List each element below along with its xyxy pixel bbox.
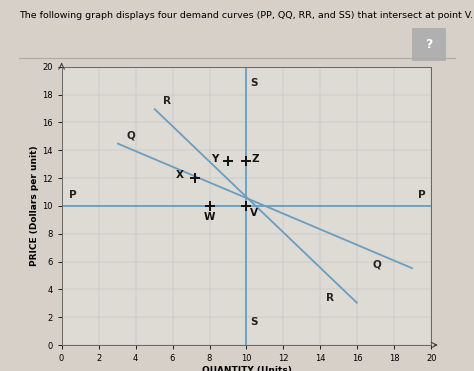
Text: ?: ? bbox=[425, 38, 433, 51]
Text: R: R bbox=[326, 293, 334, 303]
Text: The following graph displays four demand curves (PP, QQ, RR, and SS) that inters: The following graph displays four demand… bbox=[19, 11, 473, 20]
Text: Q: Q bbox=[372, 260, 381, 270]
Text: Z: Z bbox=[252, 154, 260, 164]
Text: S: S bbox=[250, 78, 258, 88]
Text: P: P bbox=[69, 190, 77, 200]
Y-axis label: PRICE (Dollars per unit): PRICE (Dollars per unit) bbox=[30, 145, 39, 266]
Text: X: X bbox=[176, 170, 184, 180]
X-axis label: QUANTITY (Units): QUANTITY (Units) bbox=[201, 366, 292, 371]
Text: P: P bbox=[419, 190, 426, 200]
Text: R: R bbox=[163, 96, 171, 106]
Text: Q: Q bbox=[126, 131, 135, 141]
Text: W: W bbox=[204, 212, 215, 222]
Text: S: S bbox=[250, 317, 258, 327]
Text: V: V bbox=[250, 208, 258, 218]
Text: Y: Y bbox=[211, 154, 219, 164]
